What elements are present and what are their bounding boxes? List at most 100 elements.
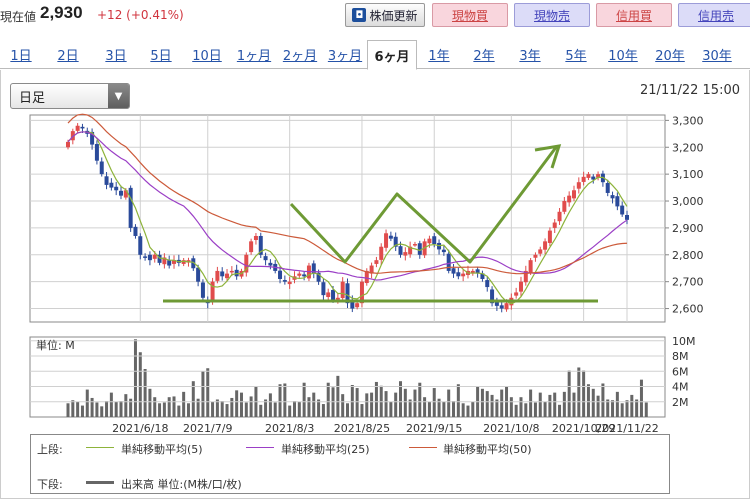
candle-body (369, 265, 374, 274)
volume-bar (538, 392, 542, 417)
candle-body (326, 292, 331, 297)
volume-bar (85, 389, 89, 417)
volume-bar (66, 403, 70, 417)
interval-select[interactable]: 日足 ▼ (10, 83, 130, 109)
tab-2d[interactable]: 2日 (57, 49, 79, 64)
margin-sell-button[interactable]: 信用売 (678, 3, 750, 27)
candle-body (331, 290, 336, 301)
volume-bar (307, 397, 311, 417)
candle-body (94, 144, 99, 161)
legend-ma50: 単純移動平均(50) (443, 443, 532, 456)
candle-body (355, 303, 360, 308)
volume-bar (119, 401, 123, 417)
candle-body (152, 254, 157, 259)
tab-3m[interactable]: 3ヶ月 (327, 49, 363, 64)
current-price-label: 現在値 (0, 10, 37, 24)
tab-3y[interactable]: 3年 (519, 49, 541, 64)
moving-average-line (67, 113, 628, 275)
candle-body (504, 303, 509, 310)
candle-body (196, 267, 201, 282)
tab-30y[interactable]: 30年 (702, 49, 732, 64)
tab-6m[interactable]: 6ヶ月 (367, 40, 417, 70)
candle-body (446, 253, 451, 271)
volume-bar (264, 399, 268, 417)
volume-bar (403, 388, 407, 417)
legend-ma25: 単純移動平均(25) (281, 443, 370, 456)
candle-body (398, 246, 403, 255)
volume-bar (553, 392, 557, 417)
volume-bar (625, 400, 629, 417)
tab-10d[interactable]: 10日 (192, 49, 222, 64)
tab-5d[interactable]: 5日 (150, 49, 172, 64)
spot-sell-button[interactable]: 現物売 (514, 3, 590, 27)
candle-body (249, 241, 254, 253)
volume-bar (95, 402, 99, 417)
volume-bar (442, 401, 446, 417)
period-tabs: 1日 2日 3日 5日 10日 1ヶ月 2ヶ月 3ヶ月 6ヶ月 1年 2年 3年… (0, 40, 750, 70)
volume-bar (225, 404, 229, 417)
margin-buy-button[interactable]: 信用買 (596, 3, 672, 27)
price-tick-label: 3,200 (672, 141, 704, 154)
candle-body (432, 236, 437, 245)
legend-volume-swatch (86, 481, 114, 484)
volume-bar (452, 401, 456, 417)
volume-tick-label: 2M (672, 396, 689, 409)
tab-1y[interactable]: 1年 (428, 49, 450, 64)
tab-3d[interactable]: 3日 (105, 49, 127, 64)
price-update-button[interactable]: ◘ 株価更新 (345, 3, 425, 27)
candle-body (215, 270, 220, 281)
volume-bar (399, 381, 403, 417)
volume-bar (639, 379, 643, 417)
candle-body (99, 161, 104, 175)
price-tick-label: 3,000 (672, 195, 704, 208)
candle-body (552, 222, 557, 228)
tab-1d[interactable]: 1日 (10, 49, 32, 64)
volume-bar (283, 383, 287, 417)
candle-body (253, 235, 258, 241)
candle-body (220, 271, 225, 277)
volume-bar (490, 394, 494, 417)
tab-5y[interactable]: 5年 (565, 49, 587, 64)
candle-body (441, 249, 446, 253)
current-price: 2,930 (40, 3, 83, 22)
candle-body (225, 273, 230, 279)
volume-bar (591, 388, 595, 417)
volume-bar (389, 401, 393, 417)
volume-bar (611, 400, 615, 417)
candle-body (581, 176, 586, 182)
legend-volume: 出来高 単位:(M株/口/枚) (121, 478, 242, 491)
volume-bar (582, 370, 586, 417)
candle-body (485, 280, 490, 288)
tab-20y[interactable]: 20年 (655, 49, 685, 64)
spot-buy-button[interactable]: 現物買 (432, 3, 508, 27)
legend-upper-label: 上段: (37, 443, 63, 456)
volume-tick-label: 4M (672, 381, 689, 394)
candle-body (340, 281, 345, 299)
w-pattern-line (289, 145, 559, 264)
tab-1m[interactable]: 1ヶ月 (236, 49, 272, 64)
volume-bar (577, 367, 581, 417)
tab-2m[interactable]: 2ヶ月 (282, 49, 318, 64)
tab-10y[interactable]: 10年 (608, 49, 638, 64)
dropdown-arrow-icon: ▼ (108, 84, 129, 108)
volume-bar (129, 398, 133, 417)
volume-bar (292, 401, 296, 417)
candle-body (461, 273, 466, 277)
candle-body (70, 131, 75, 141)
candle-body (533, 254, 538, 258)
candle-body (350, 300, 355, 309)
volume-bar (273, 402, 277, 417)
volume-bar (336, 375, 340, 417)
volume-bar (133, 339, 137, 417)
volume-tick-label: 8M (672, 350, 689, 363)
candle-body (172, 260, 177, 264)
tab-2y[interactable]: 2年 (473, 49, 495, 64)
volume-bar (312, 392, 316, 417)
candle-body (359, 281, 364, 304)
volume-bar (533, 402, 537, 417)
price-update-label: 株価更新 (369, 8, 418, 23)
volume-tick-label: 6M (672, 365, 689, 378)
candle-body (297, 273, 302, 276)
volume-bar (456, 384, 460, 417)
volume-bar (495, 399, 499, 417)
